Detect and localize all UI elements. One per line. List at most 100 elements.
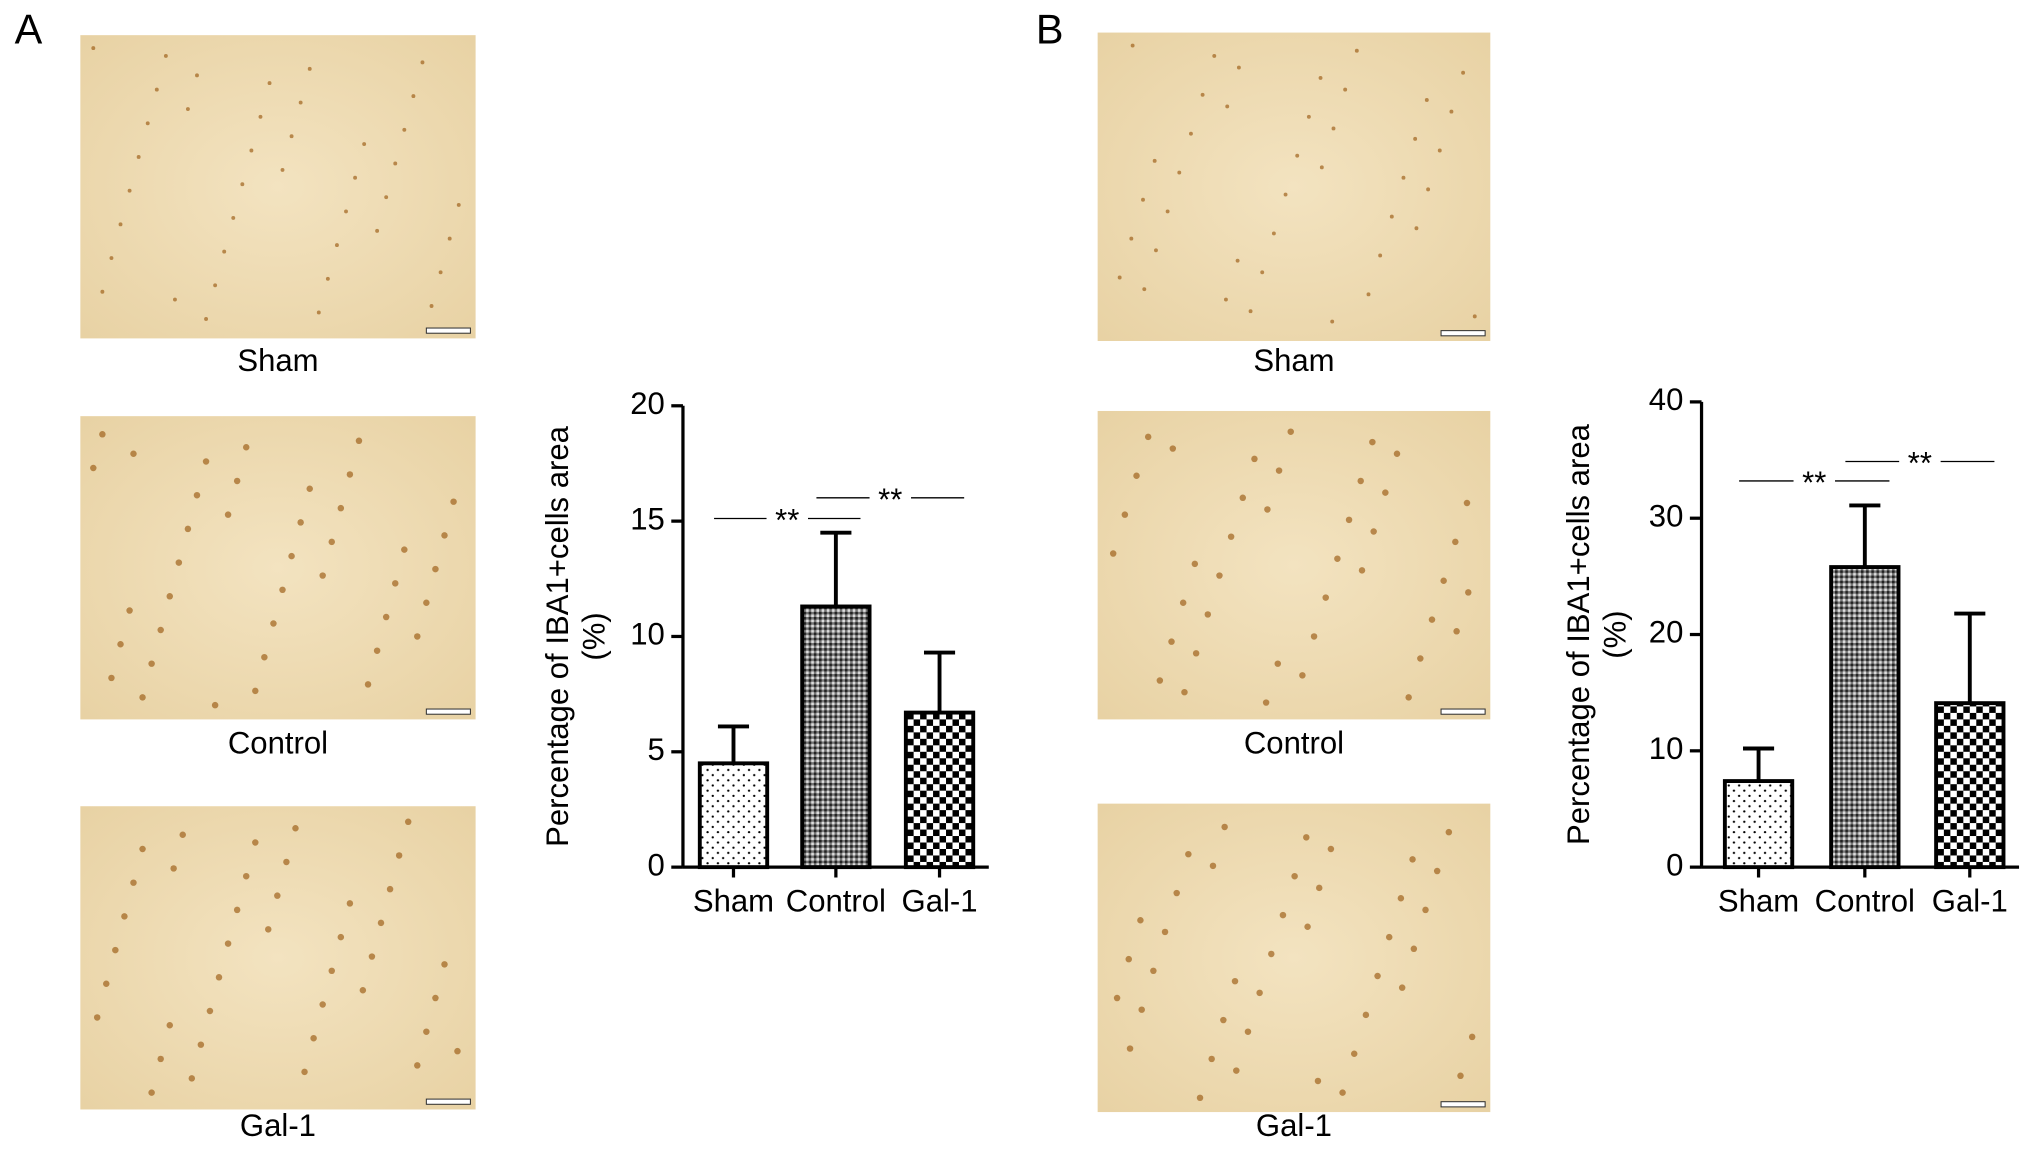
scale-bar bbox=[1440, 708, 1486, 715]
cell bbox=[202, 458, 210, 465]
cell bbox=[301, 1068, 308, 1076]
cell bbox=[319, 572, 326, 579]
cell bbox=[346, 900, 354, 907]
cell bbox=[1465, 589, 1472, 596]
cell bbox=[139, 845, 146, 853]
bar bbox=[800, 604, 872, 870]
cell bbox=[148, 660, 155, 667]
micrograph bbox=[80, 806, 476, 1110]
y-tick-label: 5 bbox=[648, 732, 665, 767]
y-tick-label: 20 bbox=[1649, 615, 1684, 650]
image-caption: Gal-1 bbox=[240, 1108, 316, 1143]
cell bbox=[117, 641, 124, 648]
cell bbox=[1319, 165, 1324, 170]
y-tick-label: 10 bbox=[630, 617, 665, 652]
cell bbox=[402, 127, 407, 132]
cell bbox=[1142, 287, 1147, 292]
cell bbox=[1225, 104, 1230, 109]
cell bbox=[1306, 114, 1311, 119]
y-axis-label: Percentage of IBA1+cells area bbox=[540, 425, 575, 847]
cell bbox=[1362, 1011, 1370, 1019]
cell bbox=[211, 701, 219, 709]
cell bbox=[1196, 1094, 1204, 1102]
cell bbox=[1385, 933, 1393, 941]
cell bbox=[222, 249, 227, 254]
cell bbox=[1357, 477, 1364, 485]
cell bbox=[1223, 297, 1228, 302]
cell bbox=[337, 933, 345, 941]
cell bbox=[420, 60, 425, 65]
cell bbox=[261, 653, 268, 661]
cell bbox=[1233, 1067, 1240, 1074]
cell bbox=[252, 839, 259, 846]
cell bbox=[1189, 131, 1193, 136]
cell bbox=[213, 283, 218, 288]
cell bbox=[414, 1062, 421, 1069]
cell bbox=[429, 304, 434, 308]
micrograph bbox=[80, 35, 476, 339]
cell bbox=[280, 167, 285, 172]
cell bbox=[130, 450, 137, 457]
cell bbox=[1452, 538, 1459, 546]
micrograph bbox=[1097, 32, 1491, 341]
cell bbox=[1279, 911, 1287, 919]
cell bbox=[1295, 153, 1300, 158]
cell bbox=[1468, 1033, 1476, 1041]
cell bbox=[258, 114, 263, 119]
cell bbox=[1316, 884, 1323, 892]
cell bbox=[175, 559, 183, 566]
cell bbox=[1424, 98, 1429, 102]
y-tick-label: 0 bbox=[648, 847, 665, 882]
cell bbox=[1327, 845, 1335, 853]
panel-label: A bbox=[15, 6, 43, 53]
cell bbox=[447, 236, 452, 241]
cell bbox=[1150, 967, 1157, 975]
cell bbox=[130, 879, 137, 886]
cell bbox=[1370, 528, 1377, 535]
cell bbox=[346, 471, 354, 478]
cell bbox=[252, 687, 259, 695]
cell bbox=[1358, 567, 1366, 574]
cell bbox=[1251, 455, 1258, 463]
cell bbox=[240, 182, 245, 187]
cell bbox=[1239, 494, 1247, 502]
bar bbox=[1934, 701, 2006, 870]
cell bbox=[166, 593, 174, 600]
cell bbox=[1445, 828, 1453, 836]
cell bbox=[1409, 856, 1416, 863]
cell bbox=[1417, 655, 1424, 662]
cell bbox=[359, 987, 367, 994]
cell bbox=[395, 852, 403, 859]
cell bbox=[1161, 928, 1169, 936]
cell bbox=[337, 504, 345, 512]
cell bbox=[306, 485, 313, 492]
cell bbox=[1331, 126, 1336, 131]
cell bbox=[154, 87, 159, 92]
cell bbox=[1152, 158, 1157, 163]
cell bbox=[233, 906, 241, 914]
cell bbox=[1472, 314, 1477, 319]
cell bbox=[1173, 889, 1180, 897]
cell bbox=[1422, 906, 1429, 914]
cell bbox=[1236, 65, 1241, 70]
cell bbox=[1220, 1016, 1227, 1024]
cell bbox=[1378, 253, 1383, 258]
cell bbox=[242, 872, 250, 880]
bar bbox=[1722, 779, 1795, 870]
cell bbox=[1393, 450, 1401, 457]
cell bbox=[1204, 611, 1212, 618]
cell bbox=[1191, 560, 1199, 568]
cell bbox=[328, 967, 335, 975]
cell bbox=[265, 926, 272, 933]
cell bbox=[438, 270, 443, 275]
significance-label: ** bbox=[775, 503, 799, 538]
cell bbox=[1113, 994, 1121, 1002]
cell bbox=[1248, 309, 1253, 314]
cell bbox=[90, 464, 97, 472]
image-caption: Sham bbox=[237, 343, 318, 378]
cell bbox=[109, 256, 114, 260]
cell bbox=[375, 228, 380, 233]
cell bbox=[242, 444, 250, 451]
cell bbox=[283, 858, 290, 866]
cell bbox=[112, 946, 119, 954]
